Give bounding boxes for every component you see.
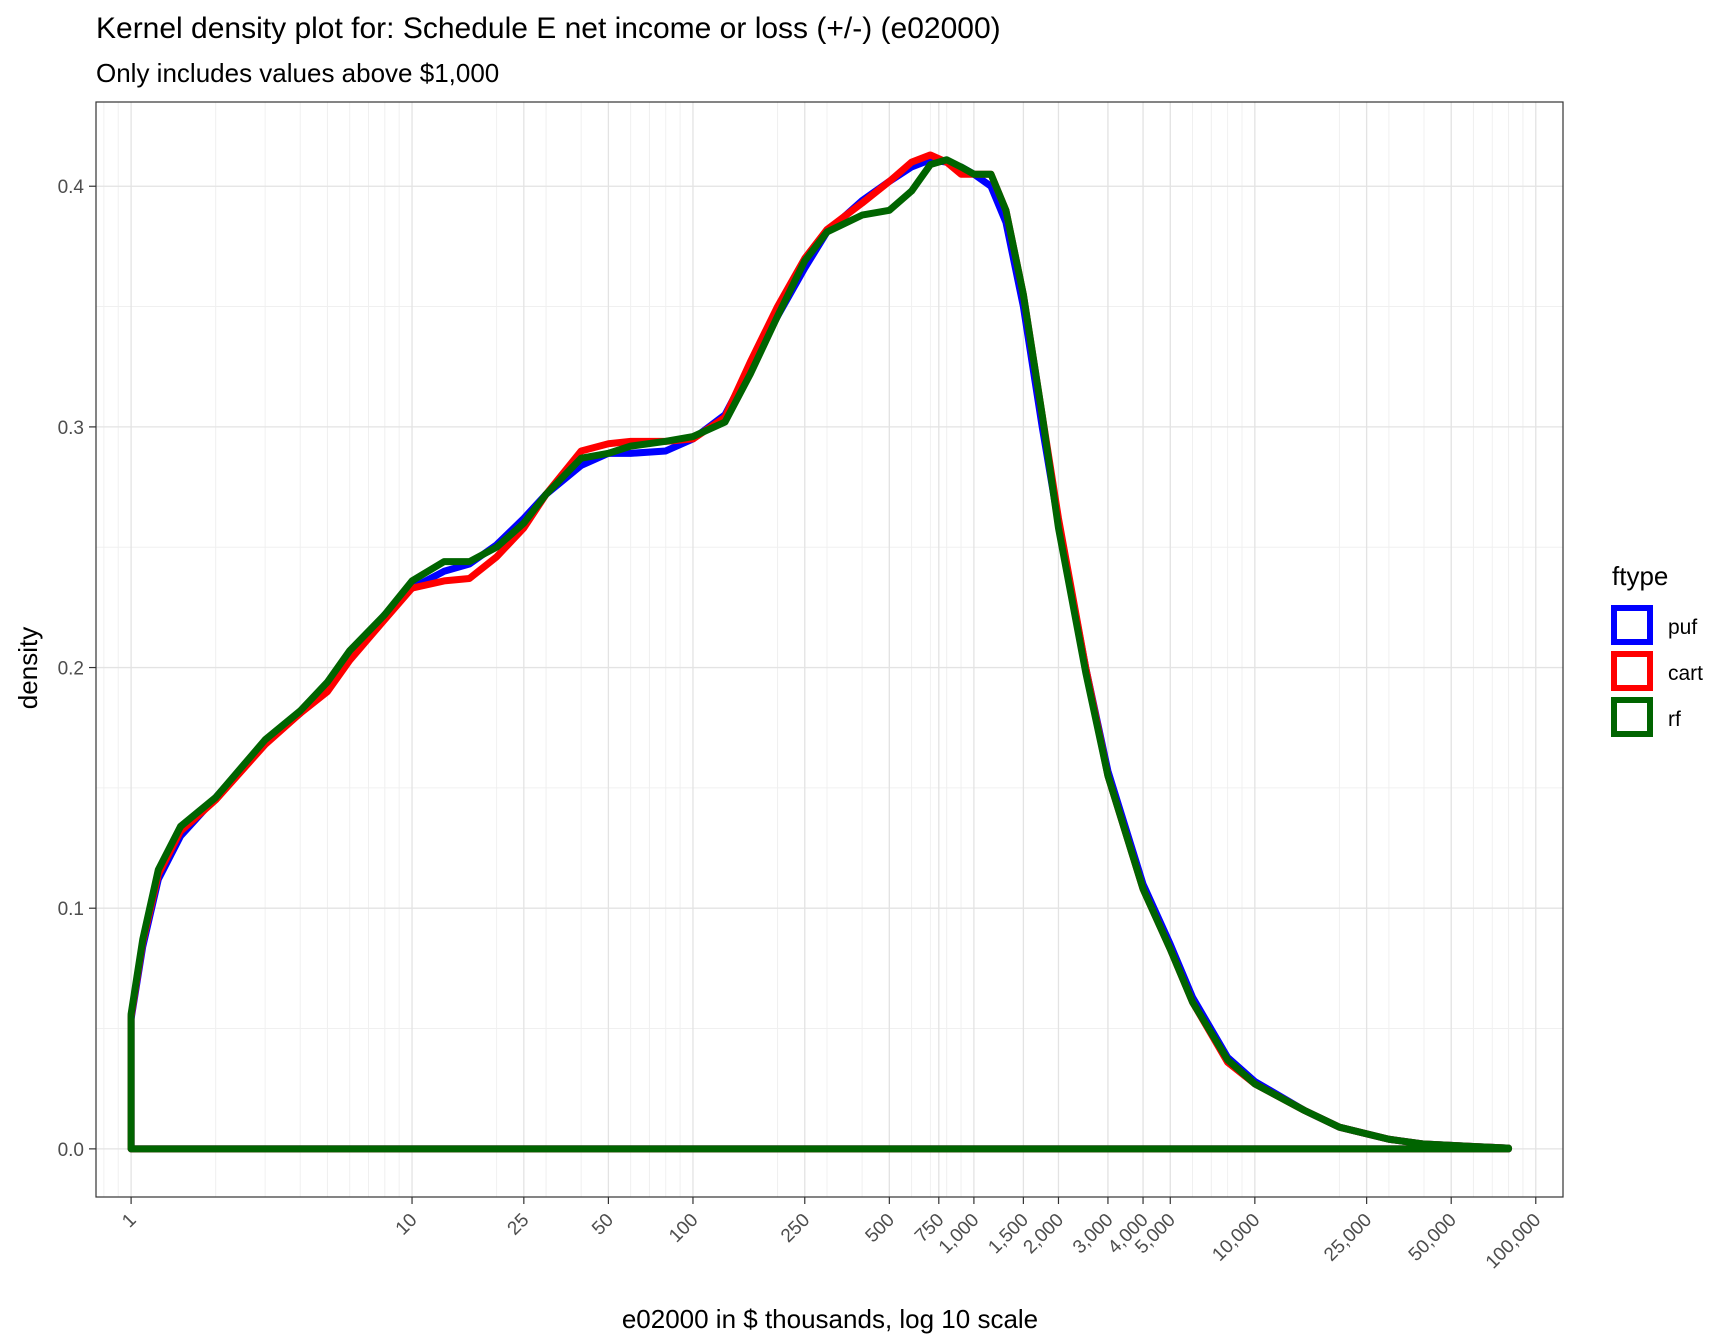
x-tick-label: 1,000: [935, 1210, 983, 1258]
legend-title: ftype: [1612, 561, 1668, 591]
plot-panel-border: [95, 101, 1564, 1198]
x-tick-label: 1: [118, 1210, 140, 1232]
chart-subtitle: Only includes values above $1,000: [96, 58, 499, 88]
x-tick-label: 100,000: [1482, 1210, 1545, 1273]
x-tick-label: 50,000: [1405, 1210, 1461, 1266]
x-tick-label: 3,000: [1069, 1210, 1117, 1258]
x-tick-label: 1,500: [984, 1210, 1032, 1258]
legend-key-cart: [1611, 651, 1653, 691]
legend-label-puf: puf: [1668, 616, 1697, 639]
x-tick-label: 25: [504, 1210, 534, 1240]
x-tick-label: 10,000: [1208, 1210, 1264, 1266]
x-tick-label: 500: [862, 1210, 899, 1247]
x-tick-label: 2,000: [1020, 1210, 1068, 1258]
x-tick-label: 50: [588, 1210, 618, 1240]
y-axis: 0.0 0.1 0.2 0.3 0.4: [58, 177, 96, 1161]
series-line-puf: [127, 156, 1513, 1153]
y-tick-label: 0.4: [58, 177, 85, 198]
series-lines: [127, 151, 1513, 1153]
x-tick-label: 250: [777, 1210, 814, 1247]
y-tick-label: 0.2: [58, 659, 84, 680]
y-axis-title: density: [13, 627, 43, 709]
series-line-cart: [127, 151, 1513, 1153]
x-tick-label: 25,000: [1320, 1210, 1376, 1266]
legend-label-cart: cart: [1668, 662, 1703, 685]
y-tick-label: 0.0: [58, 1140, 84, 1161]
y-tick-label: 0.1: [58, 899, 84, 920]
chart-title: Kernel density plot for: Schedule E net …: [96, 12, 1001, 45]
series-line-rf: [127, 156, 1513, 1153]
legend-label-rf: rf: [1668, 708, 1681, 731]
x-tick-label: 10: [392, 1210, 422, 1240]
x-tick-label: 100: [665, 1210, 702, 1247]
grid: [96, 102, 1563, 1197]
x-axis-title: e02000 in $ thousands, log 10 scale: [622, 1304, 1038, 1334]
legend: ftype puf cart rf: [1611, 561, 1703, 737]
legend-key-puf: [1611, 605, 1653, 645]
y-tick-label: 0.3: [58, 418, 84, 439]
legend-key-rf: [1611, 697, 1653, 737]
